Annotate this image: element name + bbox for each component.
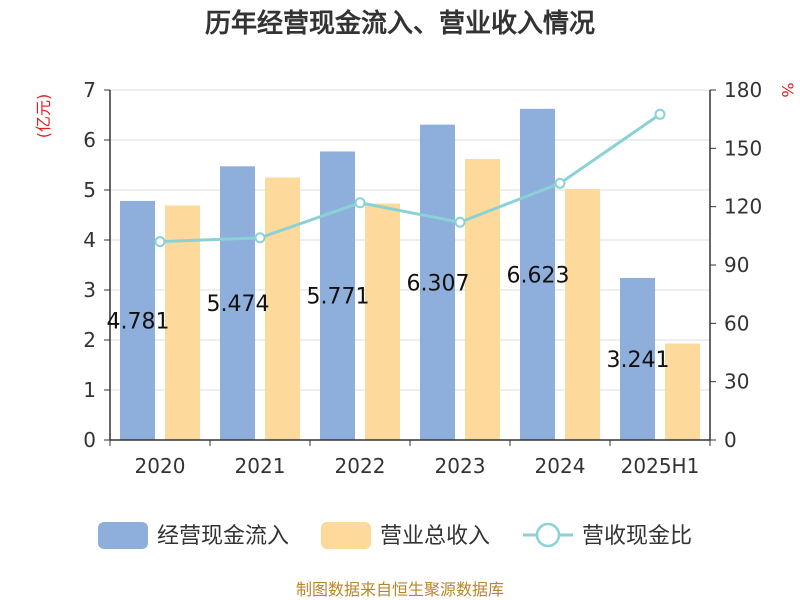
- data-label: 6.623: [507, 263, 570, 288]
- right-tick-label: 90: [724, 253, 749, 277]
- bar-revenue: [265, 177, 300, 440]
- left-tick-label: 0: [83, 428, 96, 452]
- bar-cash-inflow: [320, 151, 355, 440]
- ratio-point: [254, 232, 266, 244]
- ratio-point: [654, 108, 666, 120]
- x-tick-label: 2020: [135, 454, 186, 478]
- left-tick-label: 7: [83, 78, 96, 102]
- data-label: 5.474: [207, 292, 270, 317]
- bar-revenue: [365, 203, 400, 440]
- legend-label-cash-inflow: 经营现金流入: [157, 524, 289, 549]
- data-label: 6.307: [407, 271, 470, 296]
- legend: 经营现金流入 营业总收入 营收现金比: [98, 522, 692, 549]
- left-tick-label: 1: [83, 378, 96, 402]
- x-tick-label: 2025H1: [621, 454, 700, 478]
- data-label: 4.781: [107, 309, 170, 334]
- data-label: 5.771: [307, 285, 370, 310]
- ratio-point: [354, 197, 366, 209]
- left-tick-label: 3: [83, 278, 96, 302]
- left-tick-label: 4: [83, 228, 96, 252]
- bar-revenue: [165, 205, 200, 440]
- left-tick-label: 5: [83, 178, 96, 202]
- right-tick-label: 30: [724, 370, 749, 394]
- left-axis-unit: (亿元): [34, 94, 53, 139]
- right-tick-label: 180: [724, 78, 762, 102]
- legend-label-ratio: 营收现金比: [582, 524, 692, 549]
- chart-title: 历年经营现金流入、营业收入情况: [205, 8, 595, 39]
- right-tick-label: 0: [724, 428, 737, 452]
- x-tick-label: 2022: [335, 454, 386, 478]
- right-tick-label: 60: [724, 311, 749, 335]
- ratio-point: [154, 236, 166, 248]
- ratio-line-path: [159, 113, 661, 244]
- data-label: 3.241: [607, 348, 670, 373]
- x-tick-label: 2023: [435, 454, 486, 478]
- bar-revenue: [565, 189, 600, 440]
- bars: [120, 108, 700, 441]
- ratio-point: [454, 216, 466, 228]
- bar-cash-inflow: [520, 108, 555, 440]
- legend-swatch-ratio-marker: [535, 522, 561, 548]
- bar-cash-inflow: [420, 124, 455, 441]
- right-axis-unit: %: [778, 82, 797, 97]
- ratio-line: [154, 108, 666, 248]
- legend-swatch-cash-inflow: [98, 522, 148, 549]
- bar-revenue: [665, 343, 700, 440]
- bar-revenue: [465, 159, 500, 440]
- bar-cash-inflow: [120, 200, 155, 440]
- legend-label-revenue: 营业总收入: [380, 524, 490, 549]
- left-tick-label: 6: [83, 128, 96, 152]
- legend-swatch-revenue: [321, 522, 371, 549]
- x-tick-label: 2024: [535, 454, 586, 478]
- data-labels: 4.781 5.474 5.771 6.307 6.623 3.241: [107, 263, 670, 373]
- right-tick-label: 120: [724, 195, 762, 219]
- source-note: 制图数据来自恒生聚源数据库: [296, 580, 504, 599]
- bar-cash-inflow: [220, 166, 255, 441]
- x-tick-label: 2021: [235, 454, 286, 478]
- ratio-point: [554, 177, 566, 189]
- bar-cash-inflow: [620, 277, 655, 440]
- axes: 0 1 2 3 4 5 6 7 0 30 60 90 120 150 180 2020 2021 2022 2023…: [83, 78, 762, 478]
- left-tick-label: 2: [83, 328, 96, 352]
- right-tick-label: 150: [724, 136, 762, 160]
